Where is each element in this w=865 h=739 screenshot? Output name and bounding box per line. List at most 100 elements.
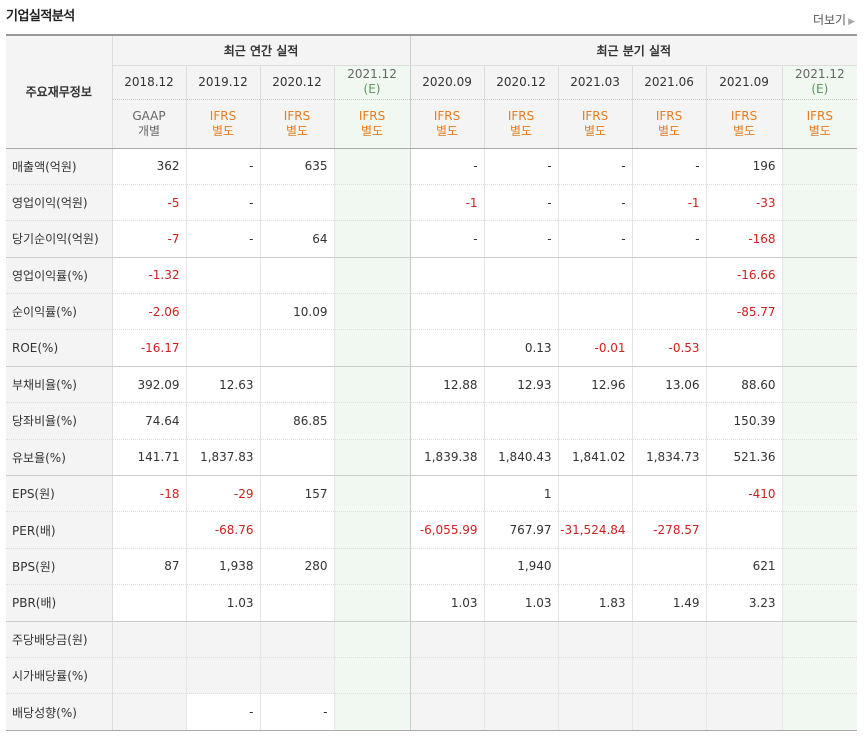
table-cell: - [557,184,633,222]
table-cell [781,621,858,658]
table-cell [409,621,485,658]
table-cell [781,366,858,404]
table-cell [259,584,334,622]
table-cell: 392.09 [111,366,186,404]
row-label: BPS(원) [6,548,113,586]
annual-group-header: 최근 연간 실적 [111,35,411,66]
table-cell: -16.66 [705,257,783,295]
table-cell [333,584,411,622]
table-cell [631,402,707,440]
period-date: 2018.12 [124,75,174,89]
table-row: PER(배) -68.76 -6,055.99 767.97 -31,524.84 -27… [6,511,858,549]
table-row: PBR(배) 1.03 1.03 1.03 1.83 1.49 3.23 [6,584,858,622]
period-header: 2020.09 [409,65,485,100]
table-cell: - [483,184,559,222]
table-cell: - [483,220,559,258]
table-cell: 13.06 [631,366,707,404]
table-cell [483,693,559,731]
table-cell [631,293,707,331]
table-row: BPS(원) 87 1,938 280 1,940 621 [6,548,858,586]
table-cell [781,184,858,222]
table-cell [631,693,707,731]
table-cell: -278.57 [631,511,707,549]
table-cell [409,329,485,367]
period-row: 2018.12 2019.12 2020.12 2021.12 (E) 2020.09 20… [6,65,858,100]
table-cell [333,402,411,440]
period-header: 2021.12 (E) [333,65,411,100]
accounting-type-label: 별도 [658,123,681,138]
accounting-type-label: 개별 [137,123,161,138]
table-cell [333,657,411,695]
table-cell: 280 [259,548,334,586]
table-cell: 621 [705,548,783,586]
table-row: 시가배당률(%) [6,657,858,695]
table-cell: - [483,148,559,185]
table-row: 유보율(%) 141.71 1,837.83 1,839.38 1,840.43 1,84… [6,439,858,477]
table-cell [111,511,186,549]
table-cell [333,621,411,658]
table-cell [781,548,858,586]
table-cell [705,511,783,549]
table-cell: 1,940 [483,548,559,586]
table-cell [781,402,858,440]
period-date: 2021.12 [794,67,845,81]
table-cell [333,148,411,185]
table-cell: 74.64 [111,402,186,440]
table-cell [781,220,858,258]
table-cell: 87 [111,548,186,586]
table-cell [259,257,334,295]
table-cell: -7 [111,220,186,258]
table-cell: 635 [259,148,334,185]
accounting-std-label: IFRS [433,108,461,123]
table-row: 주당배당금(원) [6,621,858,658]
table-cell: 362 [111,148,186,185]
accounting-standard: IFRS 별도 [705,99,783,149]
table-cell: - [409,220,485,258]
table-cell [557,657,633,695]
table-cell: - [185,184,260,222]
financial-table: 주요재무정보 최근 연간 실적 최근 분기 실적 2018.12 2019.12 2… [6,34,858,731]
period-header: 2021.03 [557,65,633,100]
table-cell [259,657,334,695]
table-cell [557,402,633,440]
table-cell [409,257,485,295]
table-cell [483,621,559,658]
table-cell: 141.71 [111,439,186,477]
accounting-type-label: 별도 [510,123,533,138]
table-cell [185,329,260,367]
table-cell: -1.32 [111,257,186,295]
table-cell: 1,841.02 [557,439,633,477]
table-row: 배당성향(%) - - [6,693,858,731]
period-date: 2020.09 [422,75,472,89]
table-cell: -410 [705,475,783,513]
table-cell [409,657,485,695]
table-cell: 3.23 [705,584,783,622]
table-cell [185,402,260,440]
period-header: 2021.12 (E) [781,65,858,100]
table-cell: -33 [705,184,783,222]
more-link[interactable]: 더보기 ▶ [813,11,855,28]
table-cell [781,693,858,731]
row-label: 시가배당률(%) [6,657,113,695]
table-cell [781,511,858,549]
period-date: 2020.12 [272,75,322,89]
table-cell: 150.39 [705,402,783,440]
table-cell [333,184,411,222]
row-header-label: 주요재무정보 [6,35,113,149]
table-cell [557,293,633,331]
table-cell [333,329,411,367]
table-cell [705,657,783,695]
table-cell [409,475,485,513]
table-cell [185,621,260,658]
table-cell [631,475,707,513]
table-cell [333,220,411,258]
period-header: 2018.12 [111,65,186,100]
table-cell [483,257,559,295]
accounting-type-label: 별도 [211,123,235,138]
table-cell [259,329,334,367]
table-cell: -31,524.84 [557,511,633,549]
accounting-standard: IFRS 별도 [483,99,559,149]
table-row: 영업이익률(%) -1.32 -16.66 [6,257,858,295]
table-cell: -0.01 [557,329,633,367]
table-cell [111,584,186,622]
